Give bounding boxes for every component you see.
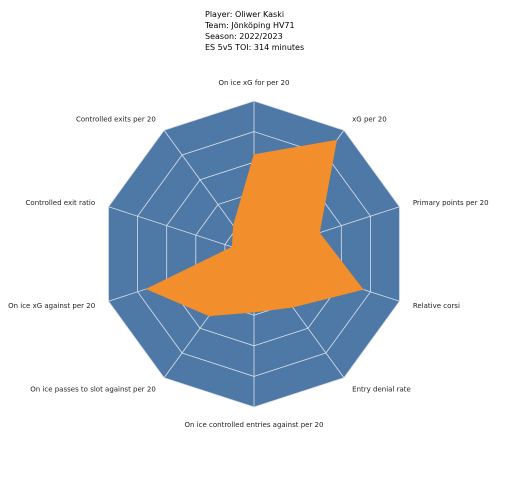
axis-label-7: On ice passes to slot against per 20 bbox=[30, 386, 156, 394]
data-point-6 bbox=[253, 311, 255, 313]
data-point-7 bbox=[208, 315, 210, 317]
axis-label-4: Relative corsi bbox=[413, 302, 460, 310]
data-point-5 bbox=[291, 306, 294, 309]
data-point-2 bbox=[335, 139, 338, 141]
chart-header: Player: Oliwer Kaski Team: Jönköping HV7… bbox=[205, 9, 304, 53]
data-point-8 bbox=[145, 288, 148, 290]
toi: ES 5v5 TOI: 314 minutes bbox=[205, 43, 305, 52]
season: Season: 2022/2023 bbox=[205, 32, 283, 41]
axis-label-9: Controlled exit ratio bbox=[26, 199, 96, 207]
team-name: Team: Jönköping HV71 bbox=[205, 21, 295, 30]
player-name: Player: Oliwer Kaski bbox=[205, 10, 285, 19]
axis-label-5: Entry denial rate bbox=[352, 386, 411, 394]
spoke-9 bbox=[108, 206, 255, 255]
axis-label-6: On ice controlled entries against per 20 bbox=[185, 421, 324, 429]
data-point-3 bbox=[318, 231, 321, 234]
axis-label-1: On ice xG for per 20 bbox=[219, 79, 290, 87]
label-layer: On ice xG for per 20 xG per 20 Primary poi… bbox=[8, 79, 489, 429]
data-point-10 bbox=[232, 224, 235, 227]
data-point-9 bbox=[231, 246, 233, 248]
data-layer bbox=[145, 139, 364, 317]
data-point-4 bbox=[362, 288, 364, 291]
axis-label-3: Primary points per 20 bbox=[413, 199, 489, 207]
axis-label-8: On ice xG against per 20 bbox=[8, 302, 95, 310]
axis-label-10: Controlled exits per 20 bbox=[76, 115, 156, 123]
axis-label-2: xG per 20 bbox=[352, 115, 387, 123]
data-point-1 bbox=[253, 153, 255, 156]
